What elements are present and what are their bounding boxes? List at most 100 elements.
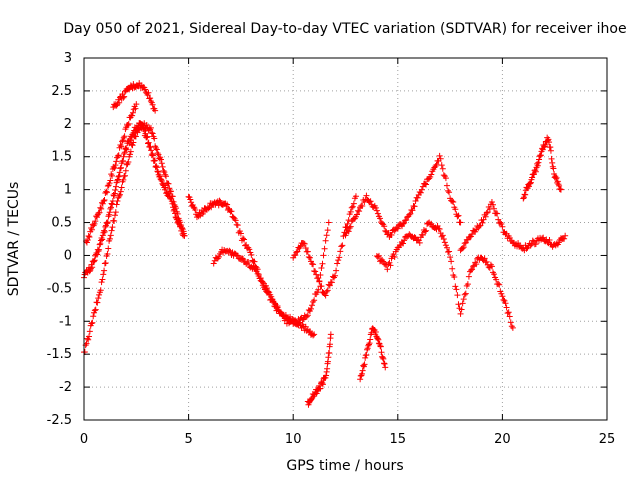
data-point: [95, 248, 102, 255]
data-point: [317, 385, 324, 392]
data-point: [86, 333, 93, 340]
data-point: [116, 99, 123, 106]
y-tick-label: 2.5: [51, 84, 72, 99]
data-point: [532, 168, 539, 175]
data-point: [554, 178, 561, 185]
data-point: [400, 240, 407, 247]
series-track-m: [520, 134, 564, 202]
data-point: [506, 234, 513, 241]
data-point: [507, 319, 514, 326]
data-point: [177, 219, 184, 226]
data-point: [372, 204, 379, 211]
data-point: [400, 220, 407, 227]
data-point: [163, 189, 170, 196]
data-point: [347, 223, 354, 230]
series-track-h: [304, 331, 334, 408]
data-point: [553, 174, 560, 181]
data-point: [445, 187, 452, 194]
data-point: [87, 265, 94, 272]
y-axis-label: SDTVAR / TECUs: [6, 182, 22, 297]
data-point: [91, 220, 98, 227]
data-point: [462, 290, 469, 297]
data-point: [239, 255, 246, 262]
data-point: [121, 93, 128, 100]
data-point: [493, 276, 500, 283]
data-point: [550, 165, 557, 172]
data-point: [237, 230, 244, 237]
data-point: [473, 261, 480, 268]
data-point: [481, 255, 488, 262]
data-point: [451, 273, 458, 280]
data-point: [187, 196, 194, 203]
data-point: [98, 279, 105, 286]
y-tick-label: -1.5: [47, 347, 72, 362]
data-point: [318, 283, 325, 290]
data-point: [149, 101, 156, 108]
data-point: [205, 205, 212, 212]
data-point: [453, 286, 460, 293]
marks-layer: [81, 80, 569, 408]
series-track-f: [210, 219, 332, 327]
data-point: [104, 250, 111, 257]
data-point: [520, 194, 527, 201]
data-point: [370, 326, 377, 333]
data-point: [448, 258, 455, 265]
data-point: [362, 354, 369, 361]
data-point: [238, 255, 245, 262]
data-point: [457, 310, 464, 317]
data-point: [534, 162, 541, 169]
y-tick-label: 3: [64, 51, 72, 66]
data-point: [319, 260, 326, 267]
data-point: [498, 221, 505, 228]
data-point: [97, 240, 104, 247]
data-point: [536, 153, 543, 160]
data-point: [356, 208, 363, 215]
data-point: [312, 268, 319, 275]
data-point: [113, 158, 120, 165]
data-point: [125, 159, 132, 166]
data-point: [367, 336, 374, 343]
data-point: [445, 248, 452, 255]
y-tick-label: -2: [59, 380, 72, 395]
data-point: [562, 232, 569, 239]
data-point: [359, 367, 366, 374]
data-point: [114, 153, 121, 160]
data-point: [107, 232, 114, 239]
data-point: [228, 208, 235, 215]
data-point: [88, 320, 95, 327]
data-point: [484, 209, 491, 216]
data-point: [99, 200, 106, 207]
data-point: [215, 253, 222, 260]
data-point: [403, 217, 410, 224]
data-point: [144, 133, 151, 140]
data-point: [359, 370, 366, 377]
data-point: [248, 251, 255, 258]
series-track-d: [110, 80, 159, 114]
data-point: [129, 142, 136, 149]
data-point: [121, 133, 128, 140]
data-point: [454, 213, 461, 220]
data-point: [111, 190, 118, 197]
data-point: [274, 304, 281, 311]
data-point: [509, 324, 516, 331]
data-point: [326, 349, 333, 356]
data-point: [417, 189, 424, 196]
data-point: [500, 296, 507, 303]
data-point: [438, 162, 445, 169]
data-point: [132, 105, 139, 112]
data-point: [111, 212, 118, 219]
data-point: [116, 191, 123, 198]
data-point: [496, 281, 503, 288]
data-point: [127, 151, 134, 158]
chart-title: Day 050 of 2021, Sidereal Day-to-day VTE…: [63, 21, 626, 37]
data-point: [100, 271, 107, 278]
data-point: [173, 205, 180, 212]
data-point: [158, 176, 165, 183]
data-point: [153, 146, 160, 153]
data-point: [271, 300, 278, 307]
data-point: [432, 163, 439, 170]
data-point: [391, 254, 398, 261]
data-point: [151, 157, 158, 164]
data-point: [361, 198, 368, 205]
plot-frame: [83, 57, 608, 421]
